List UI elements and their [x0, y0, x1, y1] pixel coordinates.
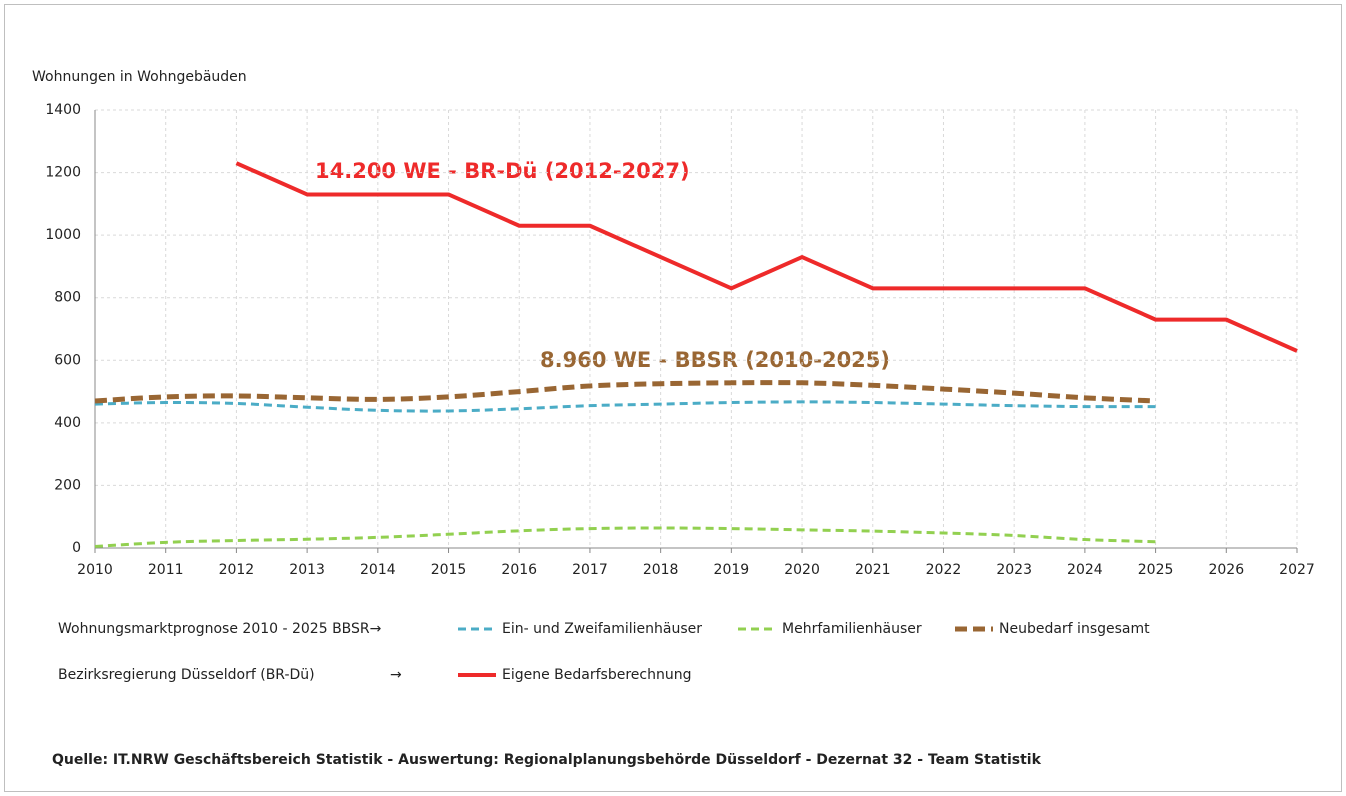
annotation: 14.200 WE - BR-Dü (2012-2027) — [315, 159, 690, 183]
x-tick-label: 2013 — [289, 562, 325, 578]
y-tick-label: 0 — [72, 540, 81, 556]
x-tick-label: 2025 — [1138, 562, 1174, 578]
y-tick-label: 1200 — [45, 165, 81, 181]
x-tick-label: 2010 — [77, 562, 113, 578]
y-axis-label: Wohnungen in Wohngebäuden — [32, 69, 247, 85]
series-line — [94, 400, 1156, 413]
x-tick-label: 2017 — [572, 562, 608, 578]
legend-group-label: Bezirksregierung Düsseldorf (BR-Dü) — [58, 667, 315, 683]
legend-label: Ein- und Zweifamilienhäuser — [502, 621, 702, 637]
series-line — [94, 380, 1156, 404]
x-tick-label: 2019 — [714, 562, 750, 578]
legend-label: Eigene Bedarfsberechnung — [502, 667, 691, 683]
series-line — [94, 526, 1156, 548]
legend-label: Mehrfamilienhäuser — [782, 621, 922, 637]
legend-label: Neubedarf insgesamt — [999, 621, 1150, 637]
x-tick-label: 2023 — [996, 562, 1032, 578]
x-tick-label: 2020 — [784, 562, 820, 578]
x-tick-label: 2018 — [643, 562, 679, 578]
x-tick-label: 2022 — [926, 562, 962, 578]
x-tick-label: 2014 — [360, 562, 396, 578]
x-tick-label: 2021 — [855, 562, 891, 578]
legend-arrow: → — [390, 667, 402, 683]
x-tick-label: 2024 — [1067, 562, 1103, 578]
y-tick-label: 400 — [54, 415, 81, 431]
y-tick-label: 1000 — [45, 227, 81, 243]
y-tick-label: 200 — [54, 477, 81, 493]
legend-group-label: Wohnungsmarktprognose 2010 - 2025 BBSR→ — [58, 621, 382, 637]
x-tick-label: 2012 — [219, 562, 255, 578]
y-tick-label: 1400 — [45, 102, 81, 118]
x-tick-label: 2016 — [501, 562, 537, 578]
x-tick-label: 2015 — [431, 562, 467, 578]
y-tick-label: 800 — [54, 290, 81, 306]
x-tick-label: 2026 — [1208, 562, 1244, 578]
y-tick-label: 600 — [54, 352, 81, 368]
x-tick-label: 2011 — [148, 562, 184, 578]
source: Quelle: IT.NRW Geschäftsbereich Statisti… — [52, 752, 1042, 768]
series-line — [235, 161, 1298, 353]
x-tick-label: 2027 — [1279, 562, 1315, 578]
